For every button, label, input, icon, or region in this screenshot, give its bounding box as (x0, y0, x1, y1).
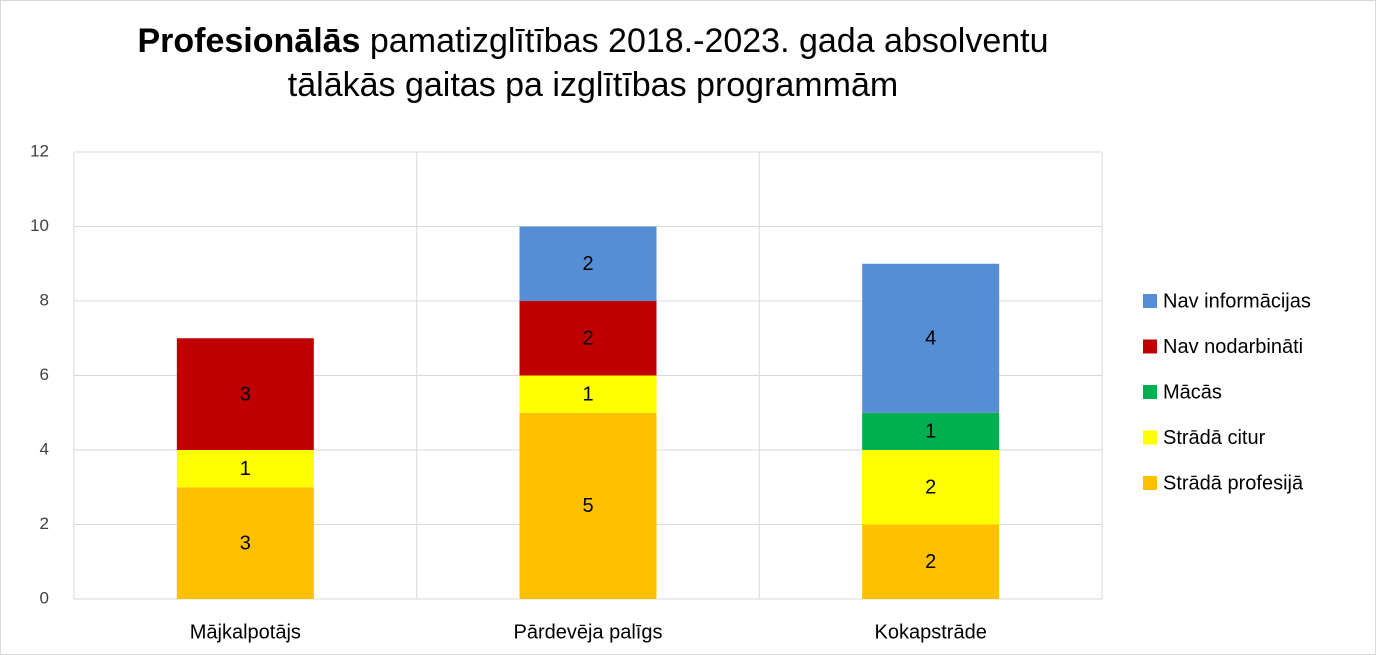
data-label: 5 (582, 495, 593, 517)
title-bold: Profesionālās (137, 22, 361, 60)
title-line: Profesionālās pamatizglītības 2018.-2023… (1, 19, 1185, 63)
data-label: 3 (240, 383, 251, 405)
bar-segment (862, 524, 1000, 599)
bar-segment (862, 450, 1000, 525)
legend-label: Mācās (1163, 381, 1222, 403)
data-label: 4 (925, 328, 936, 350)
legend-swatch (1143, 476, 1157, 490)
y-tick-label: 6 (40, 365, 49, 384)
data-label: 2 (582, 253, 593, 275)
data-label: 2 (582, 328, 593, 350)
legend-swatch (1143, 294, 1157, 308)
y-tick-label: 12 (30, 141, 49, 160)
data-label: 3 (240, 532, 251, 554)
legend-label: Nav nodarbināti (1163, 336, 1303, 358)
data-label: 2 (925, 477, 936, 499)
data-label: 1 (925, 421, 936, 443)
y-tick-label: 4 (40, 439, 49, 458)
bar-segment (176, 450, 314, 488)
title-line: tālākās gaitas pa izglītības programmām (287, 66, 899, 104)
x-tick-label: Pārdevēja palīgs (514, 621, 663, 643)
data-label: 2 (925, 551, 936, 573)
y-tick-label: 0 (40, 588, 49, 607)
bar-segment (519, 412, 657, 599)
legend-label: Strādā profesijā (1163, 472, 1304, 494)
y-tick-label: 8 (40, 290, 49, 309)
legend-swatch (1143, 430, 1157, 445)
legend-label: Nav informācijas (1163, 290, 1311, 312)
bar-segment (176, 338, 314, 450)
legend-label: Strādā citur (1163, 427, 1266, 449)
y-tick-label: 2 (40, 514, 49, 533)
x-tick-label: Kokapstrāde (875, 621, 987, 643)
legend-swatch (1143, 339, 1157, 354)
bar-segment (519, 226, 657, 301)
data-label: 1 (582, 383, 593, 405)
bar-segment (519, 301, 657, 376)
title-text: pamatizglītības 2018.-2023. gada absolve… (369, 22, 1049, 60)
y-tick-label: 10 (30, 216, 49, 235)
bar-segment (176, 487, 314, 599)
bar-segment (862, 263, 1000, 413)
bar-segment (519, 375, 657, 413)
chart-title: Profesionālās pamatizglītības 2018.-2023… (1, 19, 1185, 107)
bar-segment (862, 412, 1000, 450)
legend-swatch (1143, 385, 1157, 399)
x-tick-label: Mājkalpotājs (190, 621, 301, 643)
data-label: 1 (240, 458, 251, 480)
